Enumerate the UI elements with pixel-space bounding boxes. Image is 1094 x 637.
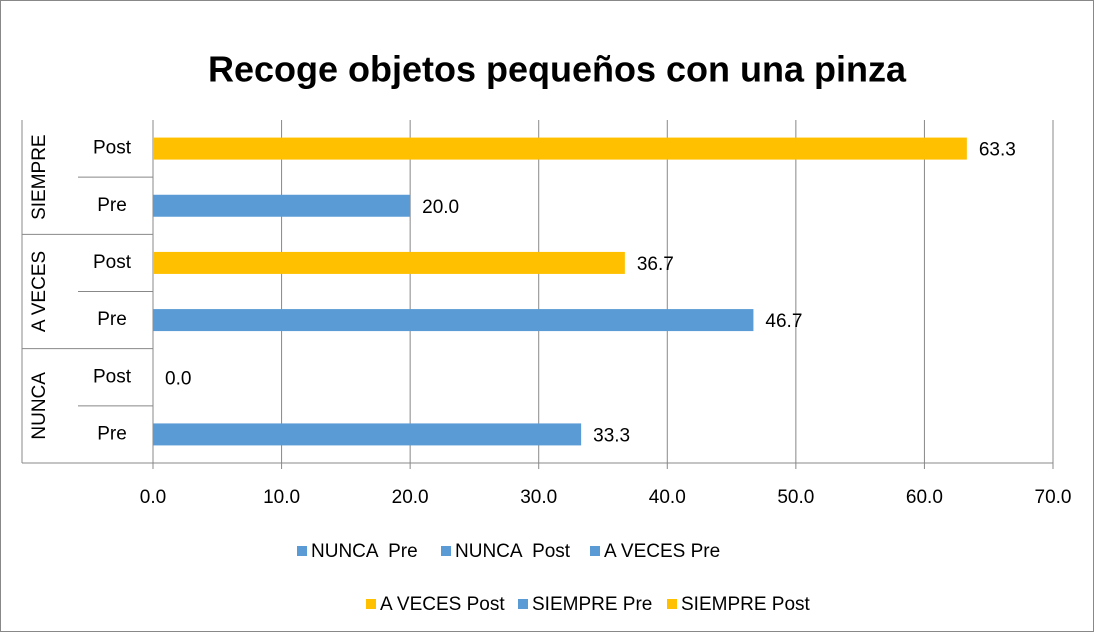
data-label: 46.7 (765, 311, 802, 332)
group-label: NUNCA (29, 372, 50, 440)
group-label: A VECES (29, 251, 50, 332)
legend-swatch (297, 546, 307, 556)
x-tick-label: 20.0 (392, 487, 429, 508)
x-tick-label: 70.0 (1035, 487, 1072, 508)
y-tick-label: Post (93, 366, 132, 387)
legend-swatch (667, 599, 677, 609)
y-tick-label: Pre (97, 423, 127, 444)
legend-label: A VECES Post (380, 594, 505, 615)
legend-label: NUNCA Pre (311, 541, 418, 562)
y-tick-label: Pre (97, 195, 127, 216)
legend-label: SIEMPRE Post (681, 594, 811, 615)
data-label: 33.3 (593, 425, 630, 446)
x-tick-label: 40.0 (649, 487, 686, 508)
x-tick-label: 10.0 (263, 487, 300, 508)
bar (153, 423, 582, 446)
x-tick-label: 30.0 (520, 487, 557, 508)
legend-swatch (590, 546, 600, 556)
legend-swatch (441, 546, 451, 556)
legend-swatch (518, 599, 528, 609)
bar (153, 251, 625, 274)
data-label: 36.7 (637, 254, 674, 275)
legend-label: A VECES Pre (604, 541, 720, 562)
x-tick-label: 50.0 (777, 487, 814, 508)
x-tick-label: 0.0 (140, 487, 166, 508)
x-tick-label: 60.0 (906, 487, 943, 508)
legend-swatch (366, 599, 376, 609)
legend-label: SIEMPRE Pre (532, 594, 652, 615)
y-tick-label: Pre (97, 309, 127, 330)
y-tick-label: Post (93, 138, 132, 159)
bar (153, 137, 967, 160)
bar (153, 309, 754, 332)
chart-title: Recoge objetos pequeños con una pinza (208, 49, 907, 90)
y-tick-label: Post (93, 252, 132, 273)
group-label: SIEMPRE (29, 134, 50, 220)
data-label: 63.3 (979, 140, 1016, 161)
legend-label: NUNCA Post (455, 541, 571, 562)
bar (153, 194, 411, 217)
data-label: 0.0 (165, 368, 191, 389)
data-label: 20.0 (422, 197, 459, 218)
